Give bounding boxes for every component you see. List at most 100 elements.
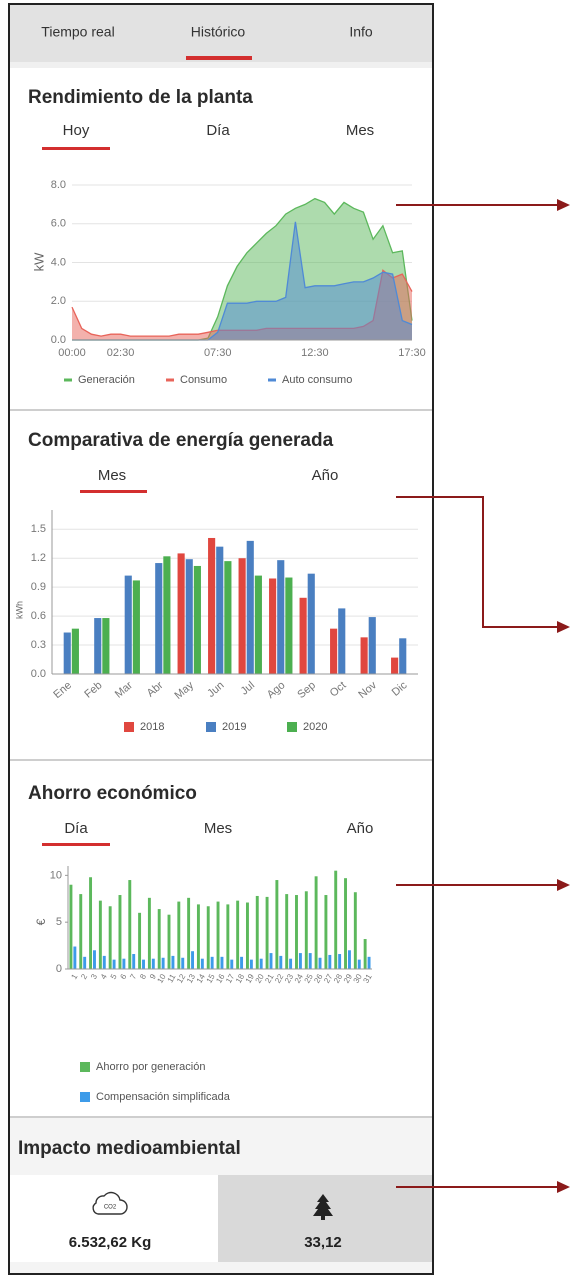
co2-icon-label: CO2: [104, 1205, 117, 1211]
bar: [112, 959, 116, 969]
tab[interactable]: Info: [349, 24, 373, 40]
bar: [191, 951, 195, 969]
x-tick-label: 6: [118, 972, 128, 981]
trees-value: 33,12: [304, 1234, 342, 1251]
bar: [363, 939, 367, 969]
bar: [138, 912, 142, 969]
section-title: Rendimiento de la planta: [28, 87, 253, 108]
bar: [295, 895, 298, 969]
legend-label[interactable]: 2019: [222, 721, 246, 733]
x-tick-label: 8: [138, 972, 148, 981]
period-tab[interactable]: Mes: [346, 122, 374, 139]
legend-label[interactable]: Compensación simplificada: [96, 1091, 231, 1103]
bar: [255, 895, 259, 969]
tab[interactable]: Tiempo real: [41, 24, 114, 40]
co2-card: [10, 1175, 218, 1262]
legend-marker: [80, 1062, 90, 1072]
bar: [220, 956, 224, 969]
arrow-head: [557, 1181, 570, 1193]
bar: [108, 906, 112, 969]
bar: [181, 957, 185, 969]
bar: [245, 902, 249, 969]
y-tick-label: 0: [56, 963, 62, 975]
y-tick-label: 1.2: [31, 552, 46, 564]
bar: [298, 953, 302, 969]
bar: [259, 958, 263, 969]
bar: [102, 955, 106, 969]
bar: [269, 953, 273, 969]
y-axis-label: kWh: [14, 601, 24, 619]
bar: [299, 597, 307, 674]
bar: [391, 657, 399, 674]
arrow-heads: [557, 199, 570, 1193]
y-tick-label: 5: [56, 916, 62, 928]
arrow-head: [557, 621, 570, 633]
bar: [277, 560, 285, 674]
arrow: [396, 496, 560, 628]
y-axis-label: €: [34, 918, 48, 925]
legend-label[interactable]: Generación: [78, 374, 135, 386]
bar: [328, 954, 332, 969]
bar: [308, 953, 312, 969]
bar: [330, 628, 338, 674]
period-tab[interactable]: Día: [64, 820, 88, 837]
bar: [185, 559, 193, 674]
bar: [238, 558, 246, 674]
x-tick-label: 4: [99, 972, 109, 981]
y-tick-label: 0.0: [51, 334, 66, 346]
period-tab[interactable]: Día: [206, 122, 230, 139]
period-tab[interactable]: Año: [312, 467, 339, 484]
bar: [314, 876, 318, 969]
legend-marker: [206, 722, 216, 732]
section-title: Impacto medioambiental: [18, 1138, 241, 1159]
bar: [399, 638, 407, 674]
legend-label[interactable]: 2018: [140, 721, 164, 733]
bar: [275, 880, 279, 969]
bar: [94, 618, 102, 674]
area-fill: [72, 221, 412, 340]
period-tab[interactable]: Hoy: [63, 122, 90, 139]
bar: [73, 946, 77, 969]
bar: [208, 537, 216, 674]
y-tick-label: 8.0: [51, 179, 66, 191]
bar: [132, 580, 140, 674]
legend-label[interactable]: 2020: [303, 721, 327, 733]
period-tab[interactable]: Mes: [204, 820, 232, 837]
y-tick-label: 4.0: [51, 256, 66, 268]
tab[interactable]: Histórico: [191, 24, 246, 40]
bar: [224, 561, 232, 674]
cloud-icon: [92, 1191, 128, 1215]
legend-label[interactable]: Consumo: [180, 374, 227, 386]
period-tab[interactable]: Año: [347, 820, 374, 837]
bar: [254, 575, 262, 674]
bar: [334, 870, 338, 969]
section-title: Ahorro económico: [28, 783, 197, 804]
legend-label[interactable]: Auto consumo: [282, 374, 352, 386]
period-tab[interactable]: Mes: [98, 467, 126, 484]
bar: [102, 618, 110, 674]
bar: [124, 575, 132, 674]
arrow-head: [557, 879, 570, 891]
bar: [79, 894, 83, 969]
x-tick-label: 17:30: [398, 347, 426, 359]
legend-marker: [124, 722, 134, 732]
tab-shadow: [9, 62, 433, 68]
bar: [193, 565, 201, 674]
bar: [151, 958, 155, 969]
bar: [142, 959, 145, 969]
bar: [177, 901, 181, 969]
bar: [177, 553, 185, 674]
bar: [210, 956, 214, 969]
legend-label[interactable]: Ahorro por generación: [96, 1061, 205, 1073]
bar: [236, 900, 240, 969]
bar: [196, 904, 200, 969]
bar: [279, 955, 283, 969]
bar: [357, 959, 361, 969]
bar: [347, 950, 351, 969]
bar: [367, 956, 371, 969]
bar: [161, 957, 165, 969]
bar: [83, 956, 87, 969]
x-tick-label: 12:30: [301, 347, 329, 359]
bar: [163, 556, 171, 674]
y-tick-label: 0.0: [31, 668, 46, 680]
